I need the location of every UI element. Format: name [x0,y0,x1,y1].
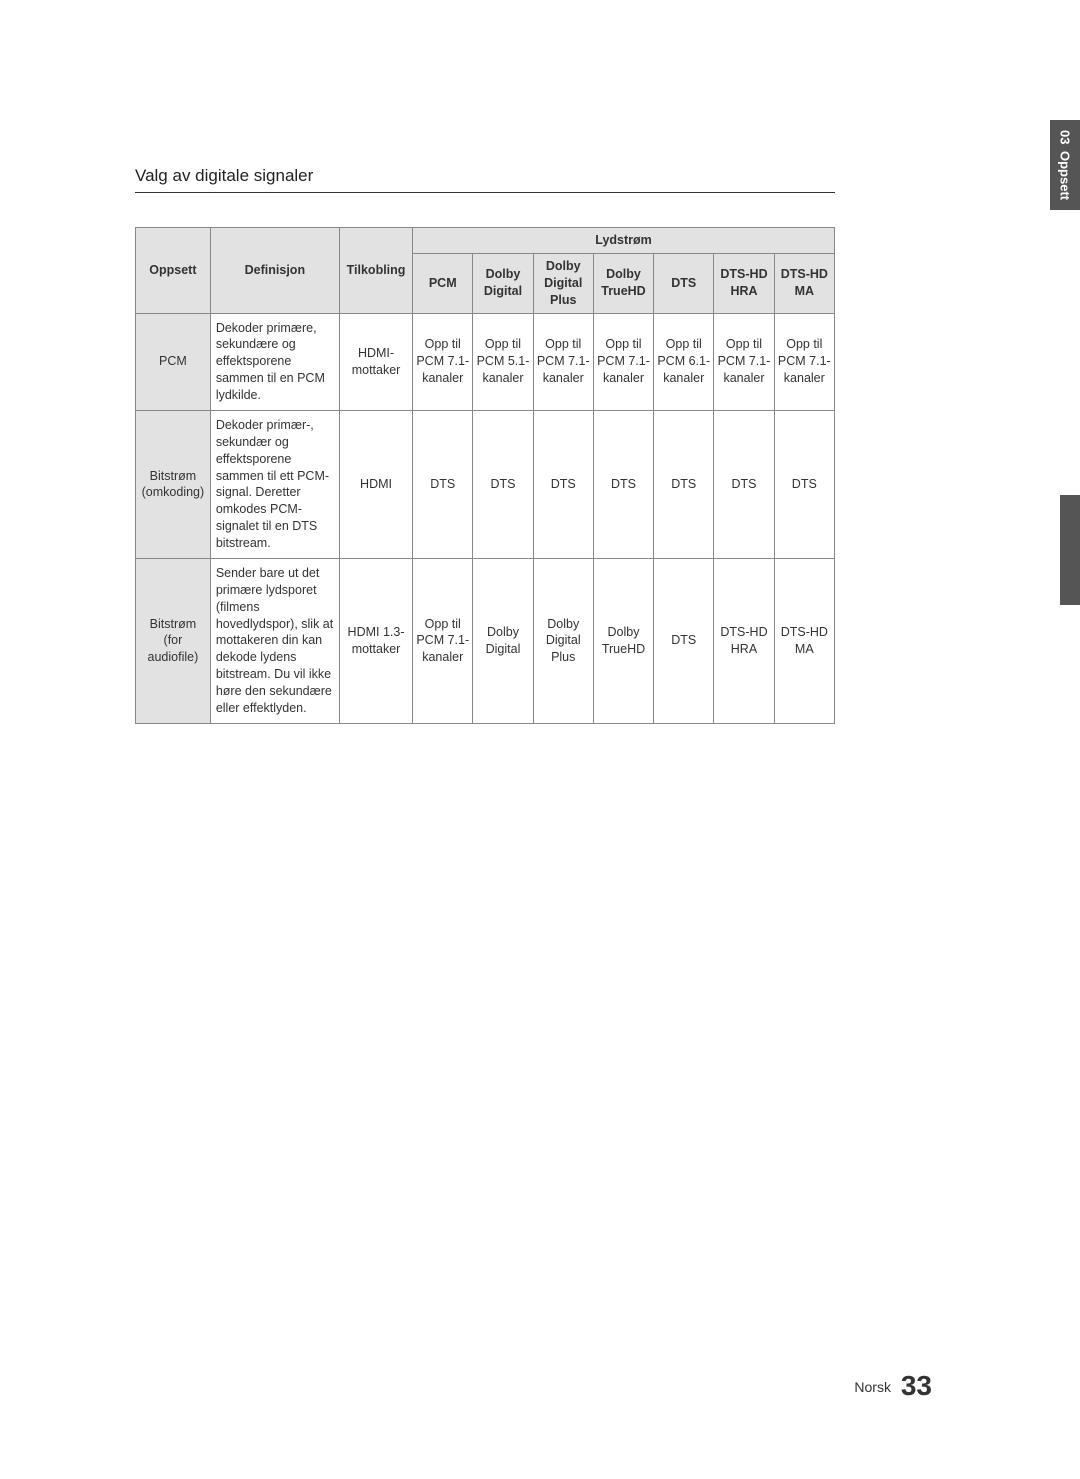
row-cell: Opp til PCM 7.1-kanaler [413,313,473,410]
row-oppsett: Bitstrøm (for audiofile) [136,558,211,723]
row-cell: Dolby Digital Plus [533,558,593,723]
row-cell: Opp til PCM 7.1-kanaler [533,313,593,410]
row-cell: DTS-HD HRA [714,558,774,723]
row-cell: DTS [654,558,714,723]
chapter-number: 03 [1058,130,1073,144]
signal-table: Oppsett Definisjon Tilkobling Lydstrøm P… [135,227,835,724]
section-title: Valg av digitale signaler [135,166,835,193]
table-row: Bitstrøm (omkoding)Dekoder primær-, seku… [136,410,835,558]
row-cell: Dolby Digital [473,558,533,723]
row-cell: DTS [473,410,533,558]
row-cell: DTS [413,410,473,558]
page-content: Valg av digitale signaler Oppsett Defini… [135,166,835,724]
footer-page-number: 33 [901,1370,932,1401]
row-definisjon: Sender bare ut det primære lydsporet (fi… [210,558,339,723]
row-cell: Opp til PCM 7.1-kanaler [593,313,653,410]
table-body: PCMDekoder primære, sekundære og effekts… [136,313,835,723]
page-footer: Norsk 33 [854,1370,932,1402]
row-tilkobling: HDMI-mottaker [339,313,412,410]
row-cell: DTS [714,410,774,558]
col-header-oppsett: Oppsett [136,228,211,314]
col-header-pcm: PCM [413,253,473,313]
row-definisjon: Dekoder primære, sekundære og effektspor… [210,313,339,410]
row-cell: DTS [533,410,593,558]
row-cell: DTS-HD MA [774,558,834,723]
row-cell: Opp til PCM 5.1-kanaler [473,313,533,410]
row-cell: Opp til PCM 7.1-kanaler [714,313,774,410]
row-definisjon: Dekoder primær-, sekundær og effektspore… [210,410,339,558]
header-row-1: Oppsett Definisjon Tilkobling Lydstrøm [136,228,835,254]
row-cell: Opp til PCM 7.1-kanaler [774,313,834,410]
col-header-lydstrom: Lydstrøm [413,228,835,254]
col-header-definisjon: Definisjon [210,228,339,314]
row-oppsett: PCM [136,313,211,410]
col-header-dolby-digital-plus: Dolby Digital Plus [533,253,593,313]
row-cell: Opp til PCM 6.1-kanaler [654,313,714,410]
row-cell: DTS [774,410,834,558]
row-tilkobling: HDMI 1.3-mottaker [339,558,412,723]
table-row: Bitstrøm (for audiofile)Sender bare ut d… [136,558,835,723]
chapter-tab: 03 Oppsett [1050,120,1080,210]
col-header-dts-hd-hra: DTS-HD HRA [714,253,774,313]
col-header-dolby-digital: Dolby Digital [473,253,533,313]
table-row: PCMDekoder primære, sekundære og effekts… [136,313,835,410]
row-cell: Dolby TrueHD [593,558,653,723]
col-header-dts: DTS [654,253,714,313]
chapter-label: Oppsett [1058,151,1073,200]
col-header-dts-hd-ma: DTS-HD MA [774,253,834,313]
col-header-tilkobling: Tilkobling [339,228,412,314]
row-oppsett: Bitstrøm (omkoding) [136,410,211,558]
footer-language: Norsk [854,1379,891,1395]
side-tab-accent [1060,495,1080,605]
row-cell: Opp til PCM 7.1-kanaler [413,558,473,723]
col-header-dolby-truehd: Dolby TrueHD [593,253,653,313]
row-cell: DTS [654,410,714,558]
row-cell: DTS [593,410,653,558]
row-tilkobling: HDMI [339,410,412,558]
